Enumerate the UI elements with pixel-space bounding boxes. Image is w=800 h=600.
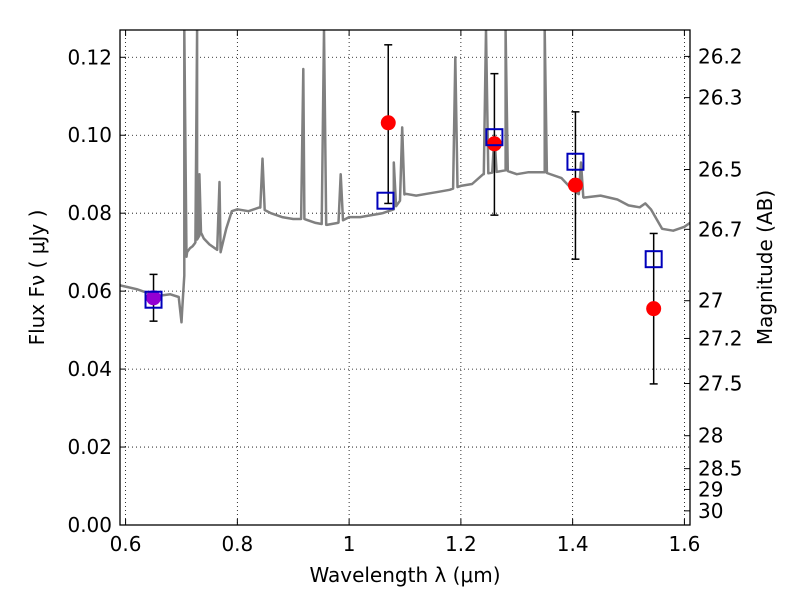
model-points <box>144 128 663 309</box>
x-axis-ticks: 0.6 0.8 1 1.2 1.4 1.6 <box>110 30 701 556</box>
x-axis-label: Wavelength λ (μm) <box>309 563 500 587</box>
y-tick-label: 0.12 <box>67 45 112 69</box>
y-tick-label: 0.08 <box>67 201 112 225</box>
model-point <box>644 250 663 269</box>
observed-point <box>380 115 396 131</box>
observed-point <box>146 290 162 306</box>
right-tick-label: 28 <box>698 424 723 448</box>
y-axis-ticks: 0.00 0.02 0.04 0.06 0.08 0.10 0.12 <box>67 45 126 537</box>
right-tick-label: 27.2 <box>698 326 743 350</box>
right-tick-label: 27.5 <box>698 371 743 395</box>
spectrum-line <box>120 30 690 324</box>
x-tick-label: 0.6 <box>110 532 142 556</box>
right-tick-label: 26.7 <box>698 217 743 241</box>
y-tick-label: 0.06 <box>67 279 112 303</box>
right-tick-label: 29 <box>698 477 723 501</box>
x-tick-label: 1.6 <box>669 532 701 556</box>
right-tick-label: 26.5 <box>698 158 743 182</box>
y-axis-label: Flux Fν ( μJy ) <box>25 210 49 346</box>
x-tick-label: 1 <box>343 532 356 556</box>
right-tick-label: 27 <box>698 289 723 313</box>
observed-point <box>567 177 583 193</box>
model-point <box>485 128 504 147</box>
right-tick-label: 26.2 <box>698 44 743 68</box>
right-tick-label: 30 <box>698 499 723 523</box>
y-tick-label: 0.10 <box>67 123 112 147</box>
right-axis-label: Magnitude (AB) <box>753 190 777 345</box>
spectrum-layer <box>120 30 690 324</box>
observed-point <box>486 136 502 152</box>
x-tick-label: 0.8 <box>221 532 253 556</box>
right-tick-label: 28.5 <box>698 457 743 481</box>
model-point <box>144 290 163 309</box>
error-bars <box>149 44 658 385</box>
y-tick-label: 0.02 <box>67 435 112 459</box>
x-tick-label: 1.2 <box>445 532 477 556</box>
y-tick-label: 0.04 <box>67 357 112 381</box>
y-tick-label: 0.00 <box>67 513 112 537</box>
grid-lines <box>120 30 690 525</box>
observed-point <box>646 301 662 317</box>
observed-points <box>146 115 662 317</box>
model-point <box>566 152 585 171</box>
right-tick-label: 26.3 <box>698 86 743 110</box>
x-tick-label: 1.4 <box>557 532 589 556</box>
model-point <box>376 191 395 210</box>
plot-frame <box>119 29 691 526</box>
